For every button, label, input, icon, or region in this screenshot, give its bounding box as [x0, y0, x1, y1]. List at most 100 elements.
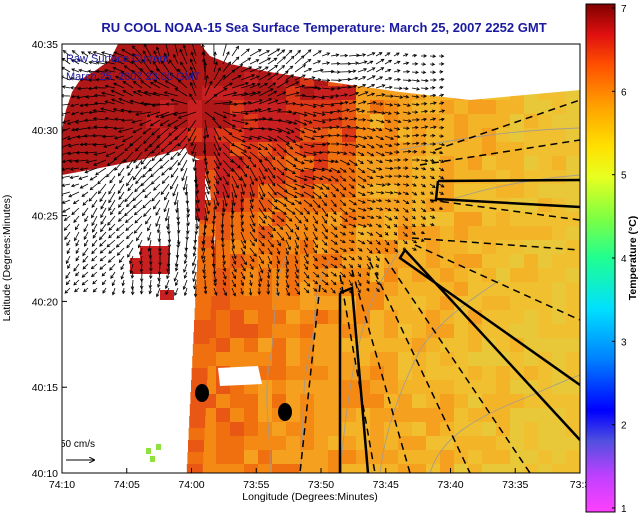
current-vector [126, 159, 134, 169]
current-vector [71, 183, 80, 187]
current-vector [104, 100, 116, 105]
sst-cell [496, 156, 510, 170]
current-vector [78, 69, 89, 73]
current-vector-head [296, 291, 301, 295]
current-vector [96, 61, 107, 65]
current-vector-head [336, 142, 340, 146]
sst-cell [398, 268, 412, 282]
current-vector [258, 73, 271, 81]
current-vector [122, 287, 125, 294]
current-vector-head [321, 112, 326, 116]
current-vector [375, 135, 384, 140]
current-vector [73, 215, 80, 223]
current-vector-head [439, 85, 444, 90]
current-vector [240, 127, 253, 130]
current-vector-head [388, 143, 393, 148]
current-vector-head [183, 260, 188, 265]
sst-cell [384, 100, 398, 114]
current-vector [276, 119, 292, 124]
current-vector [222, 271, 227, 280]
current-vector [96, 70, 107, 73]
current-vector [366, 239, 373, 245]
current-vector [136, 231, 143, 241]
current-vector [366, 207, 373, 210]
current-vector [249, 159, 256, 168]
current-vector [294, 239, 299, 249]
current-vector-head [396, 103, 401, 107]
current-vector-head [380, 190, 385, 195]
current-vector-head [124, 219, 129, 224]
current-vector-head [425, 78, 429, 83]
current-vector-head [139, 290, 144, 295]
current-vector [330, 247, 339, 253]
current-vector-head [335, 249, 339, 253]
sst-cell [356, 464, 370, 473]
y-tick-label: 40:30 [32, 125, 58, 137]
current-vector-head [211, 253, 215, 258]
current-vector-head [68, 159, 73, 163]
current-vector [192, 263, 197, 274]
current-vector-head [396, 111, 400, 115]
current-vector [375, 127, 382, 131]
current-vector-head [350, 185, 355, 189]
current-vector [330, 199, 337, 207]
current-vector [222, 175, 229, 185]
sst-cell [384, 114, 398, 128]
current-vector [126, 175, 134, 186]
current-vector [249, 199, 253, 209]
current-vector [93, 287, 98, 293]
current-vector [118, 207, 125, 215]
current-vector [276, 151, 285, 160]
current-vector [366, 143, 375, 149]
current-vector [195, 207, 200, 222]
current-vector-head [336, 151, 341, 155]
current-vector-head [260, 269, 264, 274]
sst-cell [76, 156, 90, 170]
sst-cell [328, 254, 342, 268]
current-vector-head [241, 251, 246, 255]
current-vector-head [232, 283, 236, 288]
sst-cell [202, 422, 216, 436]
sst-cell [272, 310, 286, 324]
x-tick-label: 74:00 [178, 479, 204, 491]
current-vector-head [337, 70, 341, 74]
current-vector-head [416, 87, 421, 91]
current-vector-head [78, 176, 83, 180]
current-vector-head [405, 209, 409, 213]
current-vector-head [336, 133, 341, 138]
current-vector-head [330, 69, 335, 74]
current-vector-head [369, 175, 374, 180]
sst-cell [90, 156, 104, 170]
current-vector [231, 82, 249, 89]
current-vector-head [79, 111, 84, 116]
current-vector-head [274, 206, 278, 210]
current-vector-head [334, 159, 339, 164]
current-vector [184, 271, 188, 279]
current-vector-head [85, 160, 90, 164]
current-vector-head [92, 229, 96, 233]
current-vector-head [143, 213, 147, 217]
current-vector-head [304, 266, 308, 271]
current-vector-head [243, 173, 248, 178]
current-vector [240, 215, 244, 225]
current-vector-head [142, 174, 146, 178]
current-vector-head [286, 141, 290, 145]
sst-cell [482, 450, 496, 464]
sst-cell [216, 408, 230, 422]
current-vector [348, 191, 356, 197]
current-vector [267, 135, 277, 142]
current-vector [103, 143, 116, 148]
current-vector [143, 159, 152, 170]
current-vector-head [245, 111, 250, 116]
current-vector [134, 207, 143, 216]
current-vector-head [103, 144, 107, 148]
sst-cell [328, 366, 342, 380]
sst-cell [118, 114, 132, 128]
current-vector [339, 94, 348, 97]
current-vector-head [124, 147, 128, 152]
current-vector-head [149, 122, 154, 127]
current-vector [294, 207, 303, 215]
sst-cell [314, 114, 328, 128]
current-vector [167, 263, 170, 272]
current-vector [258, 82, 268, 89]
